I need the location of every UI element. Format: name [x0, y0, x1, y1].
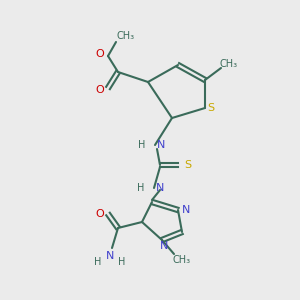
Text: N: N [106, 251, 114, 261]
Text: CH₃: CH₃ [173, 255, 191, 265]
Text: S: S [207, 103, 214, 113]
Text: H: H [136, 183, 144, 193]
Text: N: N [156, 183, 164, 193]
Text: CH₃: CH₃ [220, 59, 238, 69]
Text: CH₃: CH₃ [117, 31, 135, 41]
Text: O: O [96, 85, 104, 95]
Text: S: S [184, 160, 192, 170]
Text: H: H [118, 257, 126, 267]
Text: N: N [157, 140, 165, 150]
Text: H: H [138, 140, 145, 150]
Text: O: O [96, 49, 104, 59]
Text: O: O [96, 209, 104, 219]
Text: N: N [160, 241, 168, 251]
Text: N: N [182, 205, 190, 215]
Text: H: H [94, 257, 102, 267]
